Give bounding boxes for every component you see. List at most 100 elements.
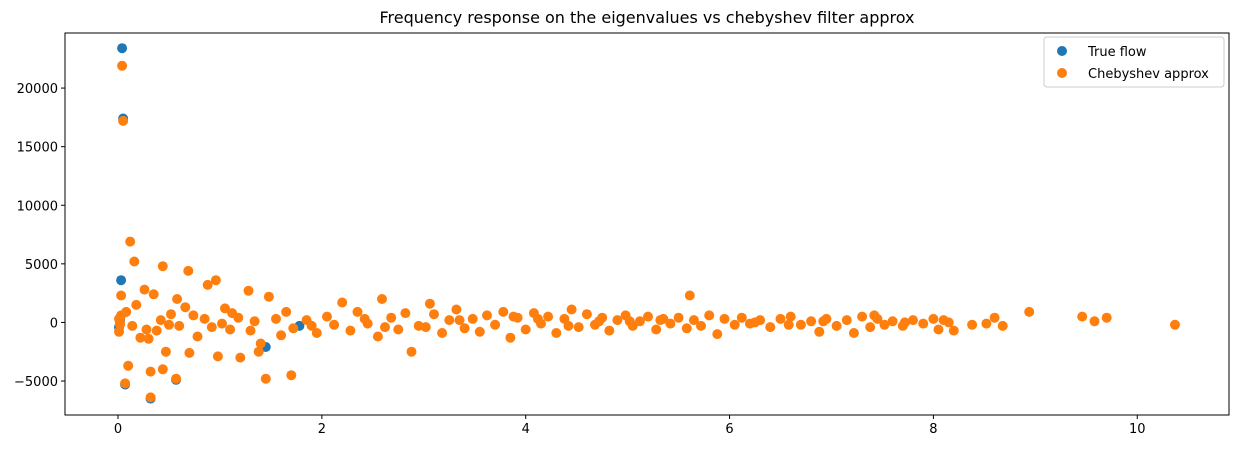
data-point-chebyshev-approx xyxy=(192,331,203,342)
data-point-chebyshev-approx xyxy=(795,319,806,330)
data-point-chebyshev-approx xyxy=(1089,316,1100,327)
data-point-chebyshev-approx xyxy=(806,316,817,327)
data-point-chebyshev-approx xyxy=(143,333,154,344)
data-point-chebyshev-approx xyxy=(765,322,776,333)
data-point-chebyshev-approx xyxy=(217,318,227,329)
data-point-chebyshev-approx xyxy=(684,290,695,301)
x-tick-label: 8 xyxy=(929,422,937,437)
y-tick-label: 10000 xyxy=(17,199,58,214)
data-point-chebyshev-approx xyxy=(188,310,199,321)
data-point-chebyshev-approx xyxy=(563,320,574,331)
data-point-chebyshev-approx xyxy=(220,303,230,314)
data-point-chebyshev-approx xyxy=(818,316,829,327)
data-point-chebyshev-approx xyxy=(454,315,465,326)
data-point-chebyshev-approx xyxy=(612,315,623,326)
x-tick-label: 6 xyxy=(725,422,733,437)
data-point-chebyshev-approx xyxy=(712,329,723,340)
data-point-chebyshev-approx xyxy=(116,290,127,301)
data-point-chebyshev-approx xyxy=(814,326,825,337)
data-point-chebyshev-approx xyxy=(573,322,584,333)
data-point-chebyshev-approx xyxy=(243,285,254,296)
data-point-chebyshev-approx xyxy=(212,351,223,362)
data-point-chebyshev-approx xyxy=(520,324,531,335)
x-tick-label: 0 xyxy=(114,422,122,437)
data-point-chebyshev-approx xyxy=(918,318,929,329)
data-point-chebyshev-approx xyxy=(482,310,492,321)
data-point-chebyshev-approx xyxy=(848,328,859,338)
data-point-chebyshev-approx xyxy=(145,392,156,403)
data-point-chebyshev-approx xyxy=(400,308,411,319)
data-point-chebyshev-approx xyxy=(345,325,356,336)
data-point-chebyshev-approx xyxy=(997,320,1008,331)
data-point-chebyshev-approx xyxy=(508,311,519,322)
data-point-chebyshev-approx xyxy=(899,317,910,328)
x-tick-label: 10 xyxy=(1129,422,1146,437)
data-point-chebyshev-approx xyxy=(532,313,543,324)
data-point-chebyshev-approx xyxy=(184,347,195,358)
legend-marker-true-flow xyxy=(1057,46,1067,56)
data-point-chebyshev-approx xyxy=(785,311,796,322)
data-point-chebyshev-approx xyxy=(180,302,191,313)
data-point-chebyshev-approx xyxy=(655,315,666,326)
data-point-chebyshev-approx xyxy=(202,279,213,290)
data-point-chebyshev-approx xyxy=(120,378,131,389)
data-point-chebyshev-approx xyxy=(624,316,635,327)
data-point-chebyshev-approx xyxy=(115,317,125,328)
y-tick-label: 20000 xyxy=(17,82,58,97)
data-point-chebyshev-approx xyxy=(281,306,292,317)
x-tick-label: 4 xyxy=(522,422,530,437)
data-point-chebyshev-approx xyxy=(127,320,138,331)
data-point-chebyshev-approx xyxy=(704,310,715,321)
data-point-chebyshev-approx xyxy=(380,322,390,333)
data-point-chebyshev-approx xyxy=(131,299,142,310)
data-point-chebyshev-approx xyxy=(114,326,124,337)
data-point-chebyshev-approx xyxy=(879,319,890,330)
data-point-chebyshev-approx xyxy=(841,315,852,326)
data-point-chebyshev-approx xyxy=(981,318,992,329)
data-point-chebyshev-approx xyxy=(865,322,876,333)
data-point-chebyshev-approx xyxy=(135,332,146,343)
y-axis-ticks: −5000 0 5000 10000 15000 20000 xyxy=(14,82,65,390)
y-tick-label: −5000 xyxy=(14,375,58,390)
legend-label-true-flow: True flow xyxy=(1087,45,1147,60)
data-point-chebyshev-approx xyxy=(164,319,174,330)
data-point-chebyshev-approx xyxy=(643,311,653,322)
data-point-chebyshev-approx xyxy=(581,309,592,320)
data-point-chebyshev-approx xyxy=(352,306,363,317)
data-point-chebyshev-approx xyxy=(235,352,246,363)
data-point-chebyshev-approx xyxy=(429,309,439,320)
data-point-chebyshev-approx xyxy=(157,261,168,272)
data-point-chebyshev-approx xyxy=(505,332,516,343)
data-point-chebyshev-approx xyxy=(933,324,944,335)
data-point-chebyshev-approx xyxy=(444,315,455,326)
legend-label-chebyshev-approx: Chebyshev approx xyxy=(1088,67,1209,82)
data-point-chebyshev-approx xyxy=(594,316,605,327)
data-point-chebyshev-approx xyxy=(306,320,317,331)
data-point-chebyshev-approx xyxy=(123,360,134,371)
data-point-chebyshev-approx xyxy=(171,373,182,384)
chart-title: Frequency response on the eigenvalues vs… xyxy=(380,8,915,27)
data-point-chebyshev-approx xyxy=(206,322,217,333)
data-point-chebyshev-approx xyxy=(322,311,332,322)
data-point-chebyshev-approx xyxy=(1101,312,1112,323)
data-point-chebyshev-approx xyxy=(253,346,264,357)
data-point-chebyshev-approx xyxy=(750,317,760,328)
data-point-chebyshev-approx xyxy=(736,312,747,323)
data-point-chebyshev-approx xyxy=(673,312,684,323)
data-point-chebyshev-approx xyxy=(129,256,140,267)
data-point-chebyshev-approx xyxy=(938,315,949,326)
data-point-chebyshev-approx xyxy=(260,373,271,384)
data-point-chebyshev-approx xyxy=(276,330,287,341)
data-point-chebyshev-approx xyxy=(386,312,397,323)
data-point-chebyshev-approx xyxy=(696,320,706,331)
data-point-chebyshev-approx xyxy=(451,304,462,315)
y-tick-label: 0 xyxy=(50,316,58,331)
data-point-chebyshev-approx xyxy=(141,324,152,335)
data-point-chebyshev-approx xyxy=(459,323,470,334)
data-point-chebyshev-approx xyxy=(183,265,194,276)
data-point-chebyshev-approx xyxy=(831,320,842,331)
data-point-true-flow xyxy=(117,43,128,54)
data-point-chebyshev-approx xyxy=(199,313,210,324)
data-point-chebyshev-approx xyxy=(775,313,786,324)
data-point-chebyshev-approx xyxy=(359,313,370,324)
